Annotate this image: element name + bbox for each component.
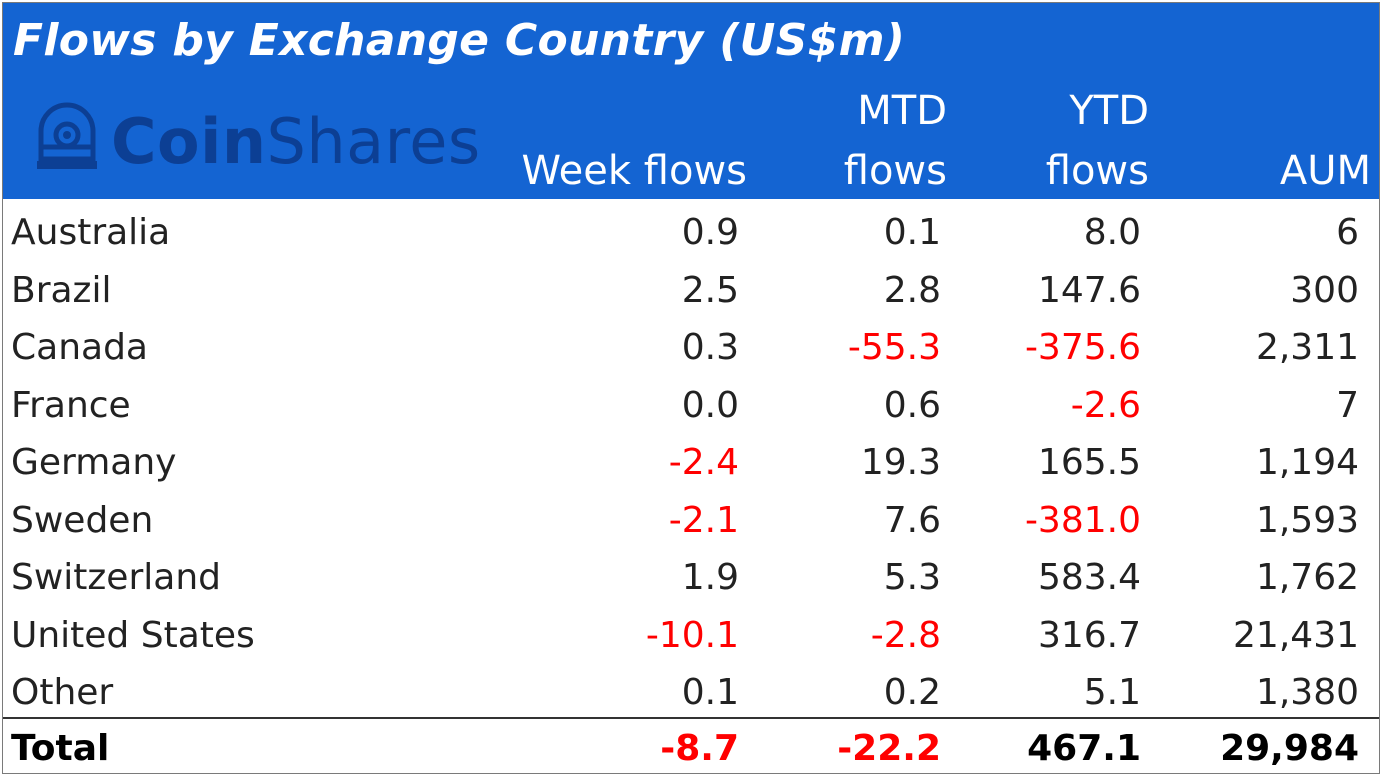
- table-row: France 0.0 0.6 -2.6 7: [3, 377, 1379, 434]
- table-row: Other 0.1 0.2 5.1 1,380: [3, 664, 1379, 721]
- country-label: Canada: [11, 327, 148, 368]
- table-title: Flows by Exchange Country (US$m): [13, 15, 906, 66]
- ytd-flows-cell: 316.7: [1037, 614, 1141, 656]
- week-flows-cell: 2.5: [681, 269, 739, 311]
- ytd-flows-cell: -2.6: [1070, 384, 1141, 426]
- mtd-flows-cell: 5.3: [883, 557, 941, 598]
- total-label: Total: [11, 728, 110, 769]
- week-flows-cell: -2.4: [668, 442, 739, 483]
- country-label: United States: [11, 614, 255, 656]
- ytd-flows-cell: -381.0: [1024, 499, 1141, 541]
- total-divider: [3, 717, 1379, 719]
- country-label: Other: [11, 672, 114, 713]
- header-banner: Flows by Exchange Country (US$m) CoinSha…: [3, 3, 1379, 199]
- mtd-flows-cell: 0.2: [883, 672, 941, 713]
- column-header-mtd: MTD flows: [843, 88, 947, 194]
- aum-cell: 1,380: [1255, 672, 1359, 713]
- country-label: Brazil: [11, 269, 112, 311]
- week-flows-cell: -2.1: [668, 499, 739, 541]
- mtd-flows-cell: 0.6: [883, 384, 941, 426]
- total-aum: 29,984: [1220, 728, 1359, 769]
- mtd-flows-cell: 0.1: [883, 212, 941, 253]
- table-row: United States -10.1 -2.8 316.7 21,431: [3, 607, 1379, 664]
- total-mtd-flows: -22.2: [837, 728, 941, 769]
- mtd-flows-cell: 19.3: [860, 442, 941, 483]
- mtd-flows-cell: -2.8: [870, 614, 941, 656]
- column-header-week: Week flows: [521, 148, 747, 194]
- ytd-flows-cell: 583.4: [1037, 557, 1141, 598]
- column-header-aum: AUM: [1279, 148, 1371, 194]
- table-row: Switzerland 1.9 5.3 583.4 1,762: [3, 549, 1379, 606]
- aum-cell: 1,194: [1255, 442, 1359, 483]
- week-flows-cell: 1.9: [681, 557, 739, 598]
- total-week-flows: -8.7: [660, 728, 739, 769]
- total-ytd-flows: 467.1: [1027, 728, 1141, 769]
- country-label: Switzerland: [11, 557, 221, 598]
- aum-cell: 7: [1336, 384, 1359, 426]
- mtd-flows-cell: 2.8: [883, 269, 941, 311]
- aum-cell: 1,762: [1255, 557, 1359, 598]
- week-flows-cell: -10.1: [645, 614, 739, 656]
- country-label: Australia: [11, 212, 171, 253]
- total-row: Total -8.7 -22.2 467.1 29,984: [3, 720, 1379, 777]
- ytd-flows-cell: 147.6: [1037, 269, 1141, 311]
- table-row: Germany -2.4 19.3 165.5 1,194: [3, 434, 1379, 491]
- table-row: Canada 0.3 -55.3 -375.6 2,311: [3, 319, 1379, 376]
- table-row: Brazil 2.5 2.8 147.6 300: [3, 262, 1379, 319]
- aum-cell: 21,431: [1233, 614, 1359, 656]
- country-label: France: [11, 384, 131, 426]
- mtd-flows-cell: 7.6: [883, 499, 941, 541]
- table-row: Australia 0.9 0.1 8.0 6: [3, 204, 1379, 261]
- aum-cell: 6: [1336, 212, 1359, 253]
- coinshares-logo-icon: [37, 102, 97, 169]
- country-label: Germany: [11, 442, 177, 483]
- aum-cell: 2,311: [1255, 327, 1359, 368]
- week-flows-cell: 0.0: [681, 384, 739, 426]
- country-label: Sweden: [11, 499, 154, 541]
- mtd-flows-cell: -55.3: [847, 327, 941, 368]
- column-header-ytd: YTD flows: [1045, 88, 1149, 194]
- table-row: Sweden -2.1 7.6 -381.0 1,593: [3, 492, 1379, 549]
- week-flows-cell: 0.3: [681, 327, 739, 368]
- ytd-flows-cell: 8.0: [1083, 212, 1141, 253]
- logo-wordmark: CoinShares: [111, 105, 481, 178]
- ytd-flows-cell: -375.6: [1024, 327, 1141, 368]
- ytd-flows-cell: 165.5: [1037, 442, 1141, 483]
- ytd-flows-cell: 5.1: [1083, 672, 1141, 713]
- week-flows-cell: 0.1: [681, 672, 739, 713]
- aum-cell: 300: [1290, 269, 1359, 311]
- aum-cell: 1,593: [1255, 499, 1359, 541]
- week-flows-cell: 0.9: [681, 212, 739, 253]
